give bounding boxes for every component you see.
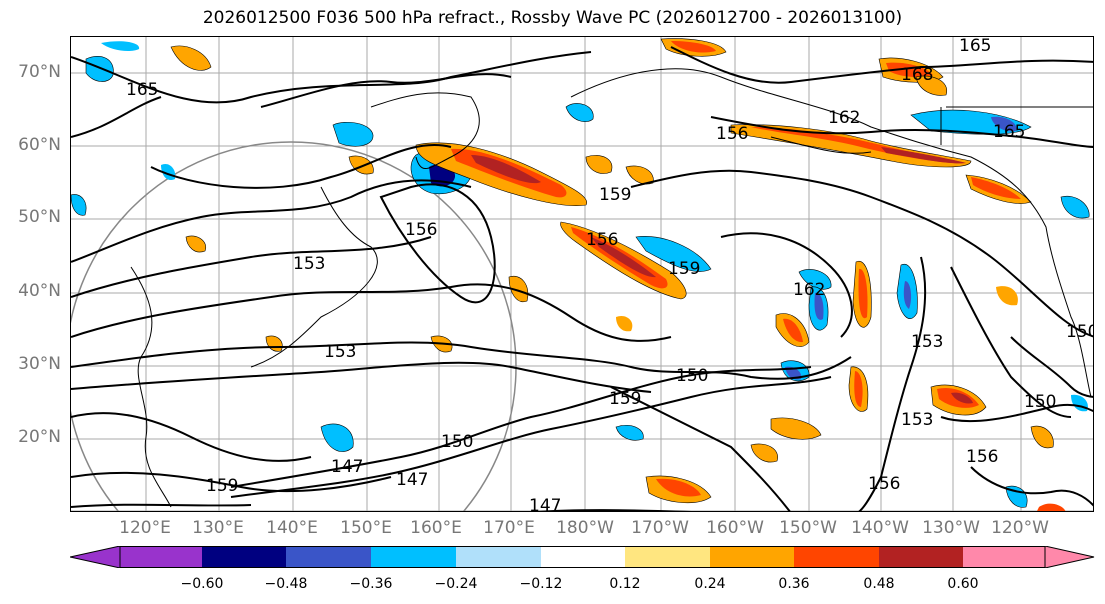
contour-labels: 165 168 162 156 165 159 156 159 165 162 …	[126, 37, 1094, 512]
contour-label: 156	[586, 230, 618, 250]
colorbar-swatch	[456, 546, 541, 568]
contour-label: 147	[396, 470, 428, 490]
lon-label-150e: 150°E	[340, 518, 392, 538]
contour-label: 165	[959, 37, 991, 56]
map-canvas: 165 168 162 156 165 159 156 159 165 162 …	[71, 37, 1094, 512]
lat-label-40n: 40°N	[18, 281, 61, 301]
colorbar-swatch	[625, 546, 710, 568]
lat-label-20n: 20°N	[18, 427, 61, 447]
colorbar-tick-label: −0.36	[349, 576, 393, 592]
map-panel: 165 168 162 156 165 159 156 159 165 162 …	[70, 36, 1094, 512]
colorbar-extend-high	[1044, 546, 1095, 568]
contour-label: 153	[293, 254, 325, 274]
lon-label-160w: 160°W	[706, 518, 764, 538]
colorbar-swatch	[710, 546, 794, 568]
contour-label: 162	[793, 280, 825, 300]
colorbar-tick-label: 0.24	[694, 576, 726, 592]
contour-label: 156	[716, 124, 748, 144]
contour-label: 159	[599, 185, 631, 205]
lon-label-170w: 170°W	[631, 518, 689, 538]
lon-label-160e: 160°E	[410, 518, 462, 538]
contour-label: 147	[331, 457, 363, 477]
contour-label: 147	[529, 496, 561, 512]
contour-label: 153	[911, 332, 943, 352]
colorbar-tick-label: 0.12	[609, 576, 641, 592]
lat-label-30n: 30°N	[18, 354, 61, 374]
contour-label: 150	[1024, 392, 1056, 412]
lat-label-70n: 70°N	[18, 62, 61, 82]
contour-label: 162	[828, 108, 860, 128]
lon-label-130e: 130°E	[192, 518, 244, 538]
contour-label: 153	[324, 342, 356, 362]
contour-label: 165	[126, 80, 158, 100]
colorbar-tick-label: 0.60	[947, 576, 979, 592]
contour-label: 168	[901, 65, 933, 85]
colorbar-tick-label: −0.12	[519, 576, 563, 592]
colorbar-swatch	[794, 546, 879, 568]
contour-label: 156	[405, 220, 437, 240]
contour-label: 150	[441, 432, 473, 452]
lon-label-150w: 150°W	[779, 518, 837, 538]
contour-label: 156	[966, 447, 998, 467]
colorbar-swatch	[202, 546, 286, 568]
contour-label: 153	[901, 410, 933, 430]
contour-label: 159	[668, 259, 700, 279]
colorbar-swatch	[371, 546, 456, 568]
contour-label: 159	[206, 476, 238, 496]
colorbar-swatch	[963, 546, 1045, 568]
lon-label-170e: 170°E	[483, 518, 535, 538]
lon-label-140e: 140°E	[266, 518, 318, 538]
colorbar-swatch	[879, 546, 963, 568]
colorbar-tick-label: −0.48	[264, 576, 308, 592]
positive-anomaly-shading	[170, 38, 1066, 511]
contour-label: 159	[609, 389, 641, 409]
lon-label-120e: 120°E	[119, 518, 171, 538]
negative-anomaly-shading	[71, 41, 1090, 508]
lon-label-130w: 130°W	[922, 518, 980, 538]
lat-label-50n: 50°N	[18, 207, 61, 227]
lon-label-140w: 140°W	[851, 518, 909, 538]
colorbar-tick-label: 0.36	[778, 576, 810, 592]
lon-label-120w: 120°W	[991, 518, 1049, 538]
colorbar-swatch	[120, 546, 202, 568]
colorbar	[70, 546, 1095, 568]
colorbar-swatch	[541, 546, 625, 568]
colorbar-tick-label: 0.48	[863, 576, 895, 592]
lon-label-180w: 180°W	[556, 518, 614, 538]
contour-label: 150	[1066, 322, 1094, 342]
colorbar-extend-low	[70, 546, 121, 568]
coastlines	[130, 68, 1093, 508]
colorbar-tick-label: −0.24	[434, 576, 478, 592]
lat-label-60n: 60°N	[18, 135, 61, 155]
colorbar-tick-label: −0.60	[180, 576, 224, 592]
height-contours	[71, 46, 1093, 511]
colorbar-swatch	[286, 546, 371, 568]
contour-label: 156	[868, 474, 900, 494]
figure-title: 2026012500 F036 500 hPa refract., Rossby…	[202, 8, 903, 28]
contour-label: 150	[676, 366, 708, 386]
contour-label: 165	[993, 122, 1025, 142]
